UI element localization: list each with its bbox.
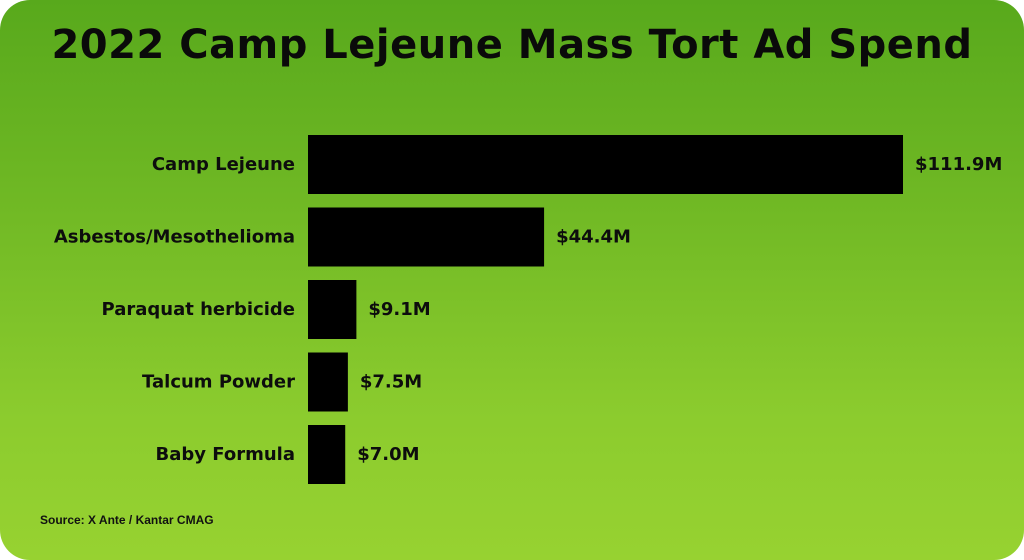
bar-3 xyxy=(308,352,348,412)
bar-2 xyxy=(308,280,357,339)
chart-title: 2022 Camp Lejeune Mass Tort Ad Spend xyxy=(51,22,973,68)
bar-0 xyxy=(308,135,903,194)
source-note: Source: X Ante / Kantar CMAG xyxy=(40,513,214,527)
category-label-0: Camp Lejeune xyxy=(152,154,295,175)
bar-1 xyxy=(308,207,545,267)
category-label-2: Paraquat herbicide xyxy=(102,299,295,320)
category-label-3: Talcum Powder xyxy=(142,372,295,393)
value-label-3: $7.5M xyxy=(360,372,422,393)
value-label-0: $111.9M xyxy=(915,154,1002,175)
value-label-4: $7.0M xyxy=(357,444,419,465)
category-label-1: Asbestos/Mesothelioma xyxy=(54,227,295,248)
value-label-1: $44.4M xyxy=(556,227,631,248)
value-label-2: $9.1M xyxy=(368,299,430,320)
bar-4 xyxy=(308,425,346,484)
category-label-4: Baby Formula xyxy=(156,444,295,465)
